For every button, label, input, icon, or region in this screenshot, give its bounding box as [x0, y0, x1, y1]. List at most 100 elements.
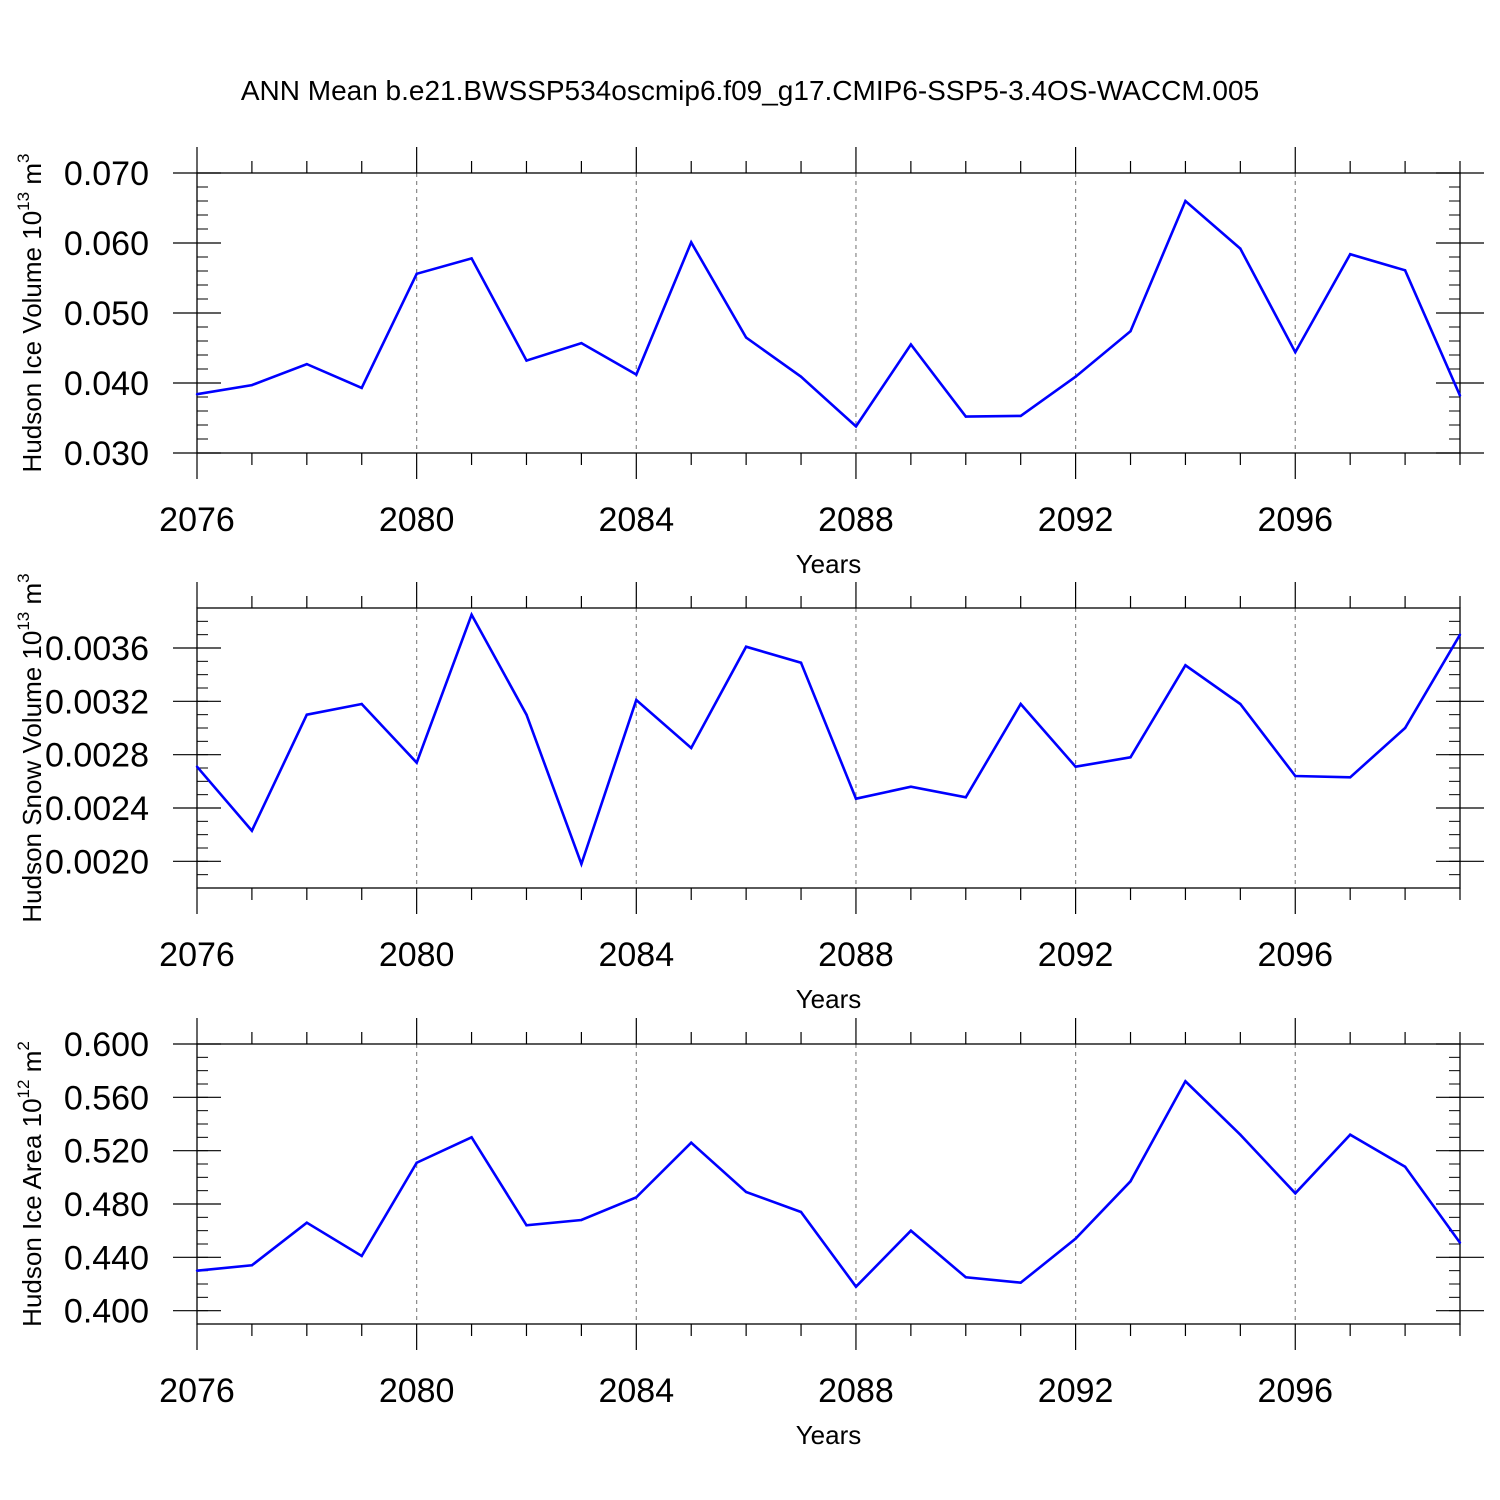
data-point: [250, 1264, 254, 1267]
series-line: [196, 611, 1462, 868]
y-tick-label: 0.400: [64, 1293, 149, 1331]
chart-panel-1: 0.030 0.040 0.050 0.060 0.070 2076 2080 2084 208…: [14, 147, 1484, 579]
data-point: [250, 829, 254, 832]
data-point: [635, 373, 638, 376]
data-point: [635, 698, 638, 702]
data-point: [964, 1276, 967, 1279]
chart-panel-3: 0.400 0.440 0.480 0.520 0.560 0.600 2076 2080 20…: [14, 1018, 1484, 1450]
data-point: [1239, 247, 1242, 250]
y-tick-label: 0.0032: [45, 683, 149, 721]
y-axis-label: Hudson Ice Volume 1013 m3: [14, 154, 47, 473]
x-tick-label: 2088: [818, 501, 894, 539]
data-point: [1129, 1180, 1132, 1183]
data-point: [580, 341, 583, 345]
data-point: [580, 862, 583, 866]
data-point: [360, 1254, 363, 1258]
data-point: [415, 1161, 418, 1164]
data-point: [909, 785, 913, 788]
data-point: [744, 645, 748, 648]
data-point: [525, 713, 528, 716]
y-tick-label: 0.050: [64, 295, 149, 333]
data-point: [1458, 394, 1462, 397]
data-point: [1074, 375, 1077, 378]
data-point: [470, 613, 473, 616]
data-point: [1403, 269, 1407, 272]
data-point: [1129, 330, 1132, 333]
data-point: [305, 713, 309, 716]
data-point: [1184, 199, 1187, 203]
data-point: [1294, 1192, 1297, 1195]
data-point: [1239, 702, 1242, 706]
data-point: [909, 1229, 913, 1232]
series-line: [196, 1079, 1462, 1289]
data-point: [1403, 1165, 1407, 1168]
data-point: [1184, 1080, 1187, 1083]
data-point: [1348, 253, 1352, 256]
y-axis-label: Hudson Ice Area 1012 m2: [14, 1041, 47, 1327]
x-axis-label: Years: [796, 984, 862, 1014]
x-tick-label: 2092: [1038, 1372, 1114, 1410]
data-point: [415, 272, 418, 275]
data-point: [305, 1221, 309, 1224]
data-point: [1019, 702, 1022, 706]
data-point: [909, 343, 913, 346]
data-point: [635, 1196, 638, 1199]
data-point: [1348, 1133, 1352, 1136]
data-point: [799, 661, 803, 664]
data-point: [525, 359, 528, 362]
data-point: [360, 386, 363, 390]
data-point: [195, 393, 199, 396]
y-tick-label: 0.040: [64, 365, 149, 403]
data-point: [1294, 774, 1297, 778]
data-point: [854, 797, 858, 800]
x-tick-label: 2088: [818, 936, 894, 974]
data-point: [360, 702, 363, 706]
x-tick-label: 2096: [1257, 501, 1333, 539]
data-point: [744, 336, 748, 339]
y-tick-label: 0.030: [64, 435, 149, 473]
x-tick-label: 2076: [159, 1372, 235, 1410]
x-tick-label: 2080: [379, 936, 455, 974]
data-point: [1458, 1241, 1462, 1244]
data-point: [1403, 726, 1407, 730]
x-tick-label: 2080: [379, 1372, 455, 1410]
plot-frame: [196, 1043, 1461, 1325]
series-line: [196, 198, 1462, 429]
data-point: [1074, 1237, 1077, 1240]
y-tick-label: 0.0028: [45, 737, 149, 775]
data-point: [1184, 664, 1187, 667]
data-point: [690, 746, 693, 750]
data-point: [799, 1210, 803, 1214]
y-tick-label: 0.480: [64, 1186, 149, 1224]
data-point: [415, 761, 418, 764]
data-point: [580, 1218, 583, 1222]
data-point: [1239, 1133, 1242, 1136]
plot-frame: [196, 607, 1461, 889]
data-point: [854, 425, 858, 428]
panels-container: 0.030 0.040 0.050 0.060 0.070 2076 2080 2084 208…: [14, 147, 1484, 1450]
y-tick-label: 0.0036: [45, 630, 149, 668]
figure-title: ANN Mean b.e21.BWSSP534oscmip6.f09_g17.C…: [241, 75, 1259, 106]
x-tick-label: 2076: [159, 936, 235, 974]
y-tick-label: 0.520: [64, 1133, 149, 1171]
data-point: [250, 383, 254, 387]
data-point: [470, 1136, 473, 1139]
data-point: [195, 1269, 199, 1272]
chart-panel-2: 0.0020 0.0024 0.0028 0.0032 0.0036 2076 2080 20…: [14, 573, 1484, 1014]
data-point: [1019, 414, 1022, 418]
x-tick-label: 2076: [159, 501, 235, 539]
y-tick-label: 0.060: [64, 225, 149, 263]
x-tick-label: 2080: [379, 501, 455, 539]
data-point: [305, 362, 309, 366]
x-tick-label: 2092: [1038, 936, 1114, 974]
y-tick-label: 0.0024: [45, 790, 149, 828]
data-point: [690, 241, 693, 244]
data-point: [1348, 776, 1352, 779]
y-axis-label: Hudson Snow Volume 1013 m3: [14, 573, 47, 922]
data-point: [1019, 1281, 1022, 1284]
x-tick-label: 2084: [598, 936, 674, 974]
x-tick-label: 2084: [598, 1372, 674, 1410]
y-tick-label: 0.600: [64, 1026, 149, 1064]
y-tick-label: 0.440: [64, 1239, 149, 1277]
